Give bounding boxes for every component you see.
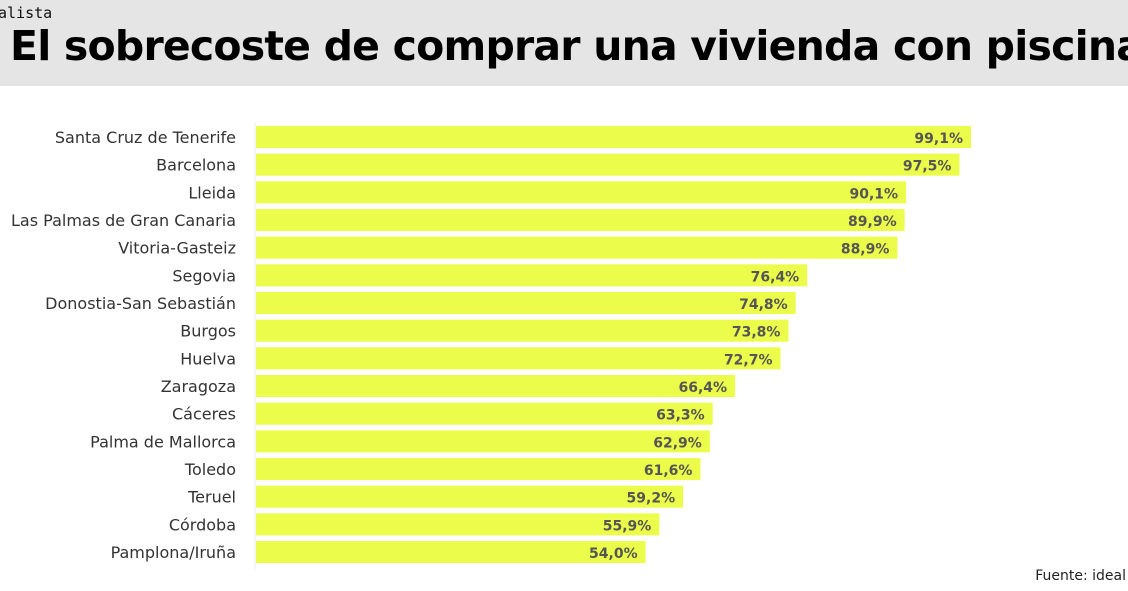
- bar: [256, 236, 898, 259]
- category-label: Huelva: [180, 349, 236, 368]
- category-label: Donostia-San Sebastián: [45, 294, 236, 313]
- bar: [256, 319, 789, 342]
- value-label: 54,0%: [589, 546, 638, 562]
- category-label: Segovia: [172, 266, 236, 285]
- bar: [256, 375, 736, 398]
- bar: [256, 541, 646, 564]
- category-label: Burgos: [180, 322, 236, 341]
- category-label: Las Palmas de Gran Canaria: [11, 211, 236, 230]
- bar: [256, 153, 960, 176]
- category-label: Palma de Mallorca: [90, 432, 236, 451]
- category-label: Teruel: [187, 488, 236, 507]
- value-label: 76,4%: [751, 269, 800, 285]
- category-label: Pamplona/Iruña: [111, 543, 236, 562]
- bar: [256, 126, 972, 148]
- value-label: 99,1%: [914, 131, 963, 147]
- category-label: Barcelona: [156, 156, 236, 175]
- value-label: 55,9%: [603, 518, 652, 534]
- value-label: 90,1%: [849, 186, 898, 202]
- category-label: Lleida: [188, 183, 236, 202]
- bar: [256, 347, 781, 370]
- bar: [256, 264, 808, 287]
- value-label: 61,6%: [644, 463, 693, 479]
- source-note: Fuente: ideal: [1035, 568, 1126, 584]
- bar: [256, 292, 796, 315]
- bar: [256, 513, 660, 536]
- value-label: 74,8%: [739, 297, 788, 313]
- bar: [256, 458, 701, 481]
- category-label: Córdoba: [169, 515, 236, 534]
- value-label: 62,9%: [653, 435, 702, 451]
- category-label: Zaragoza: [161, 377, 236, 396]
- category-label: Cáceres: [172, 405, 236, 424]
- bar: [256, 402, 713, 425]
- value-label: 63,3%: [656, 408, 705, 424]
- category-label: Santa Cruz de Tenerife: [55, 128, 236, 147]
- brand-logo-text: alista: [0, 4, 53, 22]
- bar: [256, 181, 907, 204]
- value-label: 97,5%: [903, 159, 952, 175]
- chart-title: El sobrecoste de comprar una vivienda co…: [10, 22, 1128, 70]
- bar: [256, 485, 684, 508]
- value-label: 88,9%: [841, 242, 890, 258]
- value-label: 59,2%: [627, 491, 676, 507]
- category-label: Toledo: [184, 460, 236, 479]
- header-band: alista El sobrecoste de comprar una vivi…: [0, 0, 1128, 86]
- value-label: 72,7%: [724, 352, 773, 368]
- category-label: Vitoria-Gasteiz: [118, 239, 236, 258]
- value-label: 89,9%: [848, 214, 897, 230]
- value-label: 66,4%: [678, 380, 727, 396]
- bar: [256, 430, 710, 453]
- bar: [256, 209, 905, 232]
- value-label: 73,8%: [732, 325, 781, 341]
